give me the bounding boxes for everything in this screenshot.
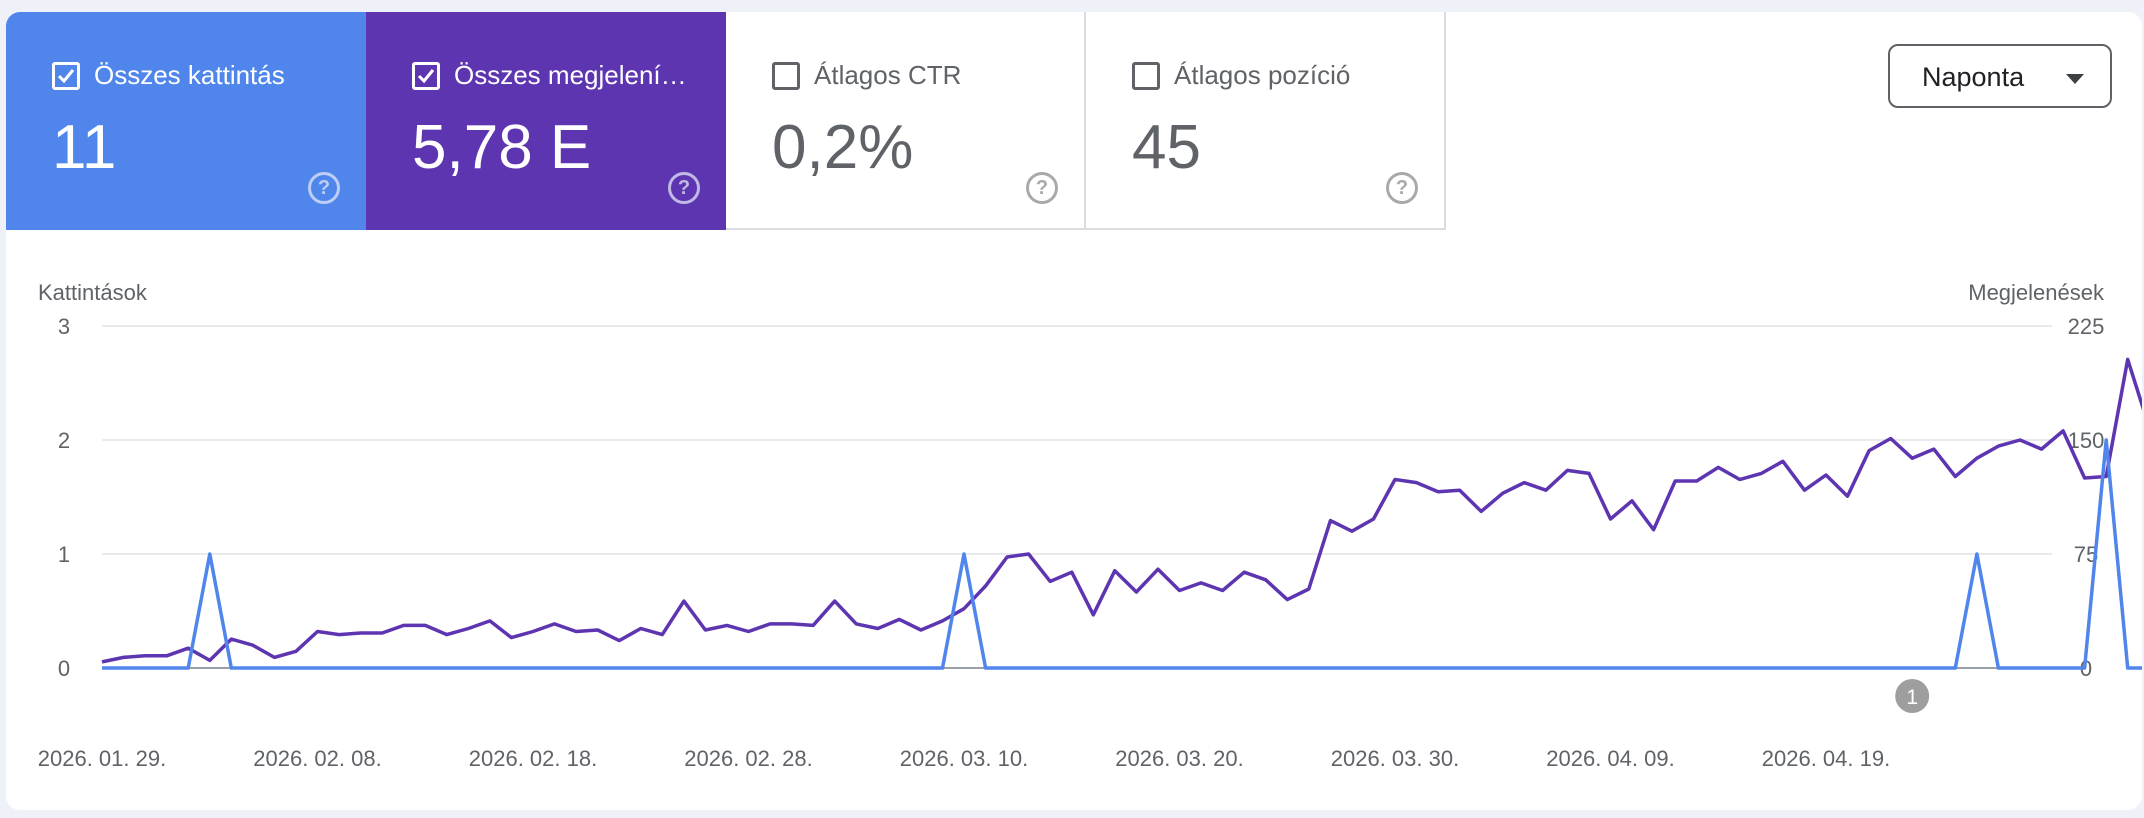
metric-value: 0,2% (772, 113, 914, 182)
y-left-tick-label: 3 (58, 314, 70, 339)
x-tick-label: 2026. 03. 20. (1115, 746, 1243, 771)
metric-value: 5,78 E (412, 113, 592, 182)
annotation-marker-label: 1 (1906, 686, 1918, 709)
impressions-series-line (101, 357, 2142, 664)
x-tick-label: 2026. 04. 19. (1762, 746, 1890, 771)
x-tick-label: 2026. 03. 30. (1331, 746, 1459, 771)
x-tick-label: 2026. 01. 29. (38, 746, 166, 771)
x-tick-label: 2026. 03. 10. (900, 746, 1028, 771)
metric-average-ctr[interactable]: Átlagos CTR 0,2% ? (726, 12, 1086, 230)
x-tick-label: 2026. 02. 08. (253, 746, 381, 771)
checkbox-unchecked-icon[interactable] (772, 62, 800, 90)
metric-total-clicks[interactable]: Összes kattintás 11 ? (6, 12, 366, 230)
help-icon[interactable]: ? (1026, 172, 1058, 204)
x-tick-label: 2026. 02. 28. (684, 746, 812, 771)
checkbox-checked-icon[interactable] (52, 62, 80, 90)
x-tick-label: 2026. 04. 09. (1546, 746, 1674, 771)
metric-label: Összes megjelení… (454, 60, 687, 90)
y-left-tick-label: 0 (58, 656, 70, 681)
y-left-tick-label: 2 (58, 428, 70, 453)
help-icon[interactable]: ? (668, 172, 700, 204)
y-axis-right-label: Megjelenések (1968, 280, 2105, 305)
checkbox-unchecked-icon[interactable] (1132, 62, 1160, 90)
clicks-series-line (102, 438, 2142, 670)
period-dropdown-label: Naponta (1922, 62, 2025, 92)
y-right-tick-label: 225 (2068, 314, 2105, 339)
y-axis-left-label: Kattintások (38, 280, 148, 305)
metric-label: Átlagos pozíció (1174, 60, 1351, 90)
metric-value: 11 (52, 113, 117, 182)
checkbox-checked-icon[interactable] (412, 62, 440, 90)
x-tick-label: 2026. 02. 18. (469, 746, 597, 771)
help-icon[interactable]: ? (1386, 172, 1418, 204)
performance-chart: Kattintások Megjelenések 012307515022520… (38, 280, 2142, 771)
period-dropdown[interactable]: Naponta (1888, 44, 2112, 108)
caret-down-icon (2066, 74, 2084, 84)
metric-label: Átlagos CTR (814, 60, 962, 90)
metric-total-impressions[interactable]: Összes megjelení… 5,78 E ? (366, 12, 726, 230)
help-icon[interactable]: ? (308, 172, 340, 204)
metric-value: 45 (1132, 113, 1201, 182)
performance-card: Összes kattintás 11 ? Összes megjelení… … (6, 12, 2142, 810)
metric-average-position[interactable]: Átlagos pozíció 45 ? (1086, 12, 1446, 230)
y-left-tick-label: 1 (58, 542, 70, 567)
y-right-tick-label: 150 (2068, 428, 2105, 453)
metric-label: Összes kattintás (94, 60, 285, 90)
annotation-marker (1895, 679, 1930, 713)
